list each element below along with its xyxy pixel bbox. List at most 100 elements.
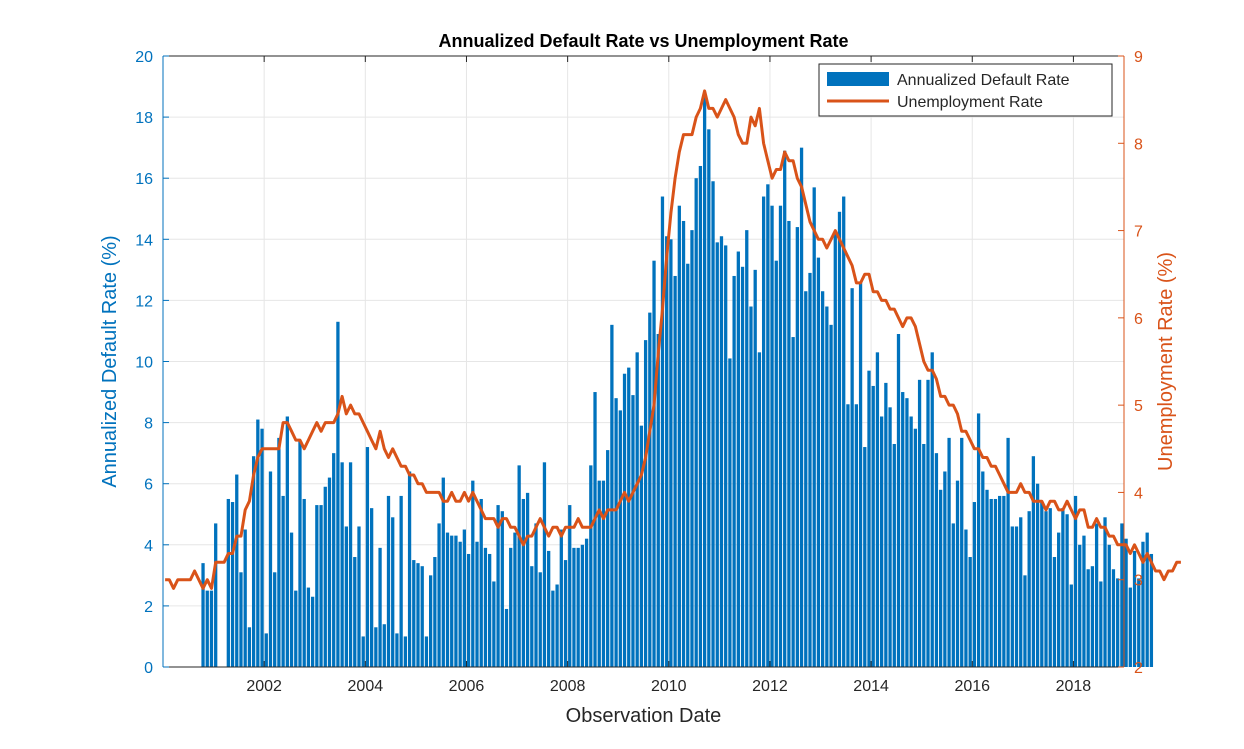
bar [660, 196, 665, 667]
bar [622, 373, 627, 667]
legend-bar-label: Annualized Default Rate [897, 72, 1070, 89]
y-axis-right-label: Unemployment Rate (%) [1155, 252, 1177, 471]
bar [690, 230, 694, 667]
bar [614, 398, 618, 667]
y-left-tick-label: 14 [135, 232, 153, 249]
bar [833, 233, 837, 667]
bar [1078, 544, 1082, 667]
bar [955, 480, 960, 667]
bar [332, 453, 336, 667]
bar [568, 505, 572, 667]
y-left-tick-label: 18 [135, 110, 153, 127]
bar [538, 572, 542, 667]
bar [901, 392, 905, 667]
bar [922, 443, 926, 667]
bar [593, 392, 597, 667]
bar [917, 379, 922, 667]
legend-line-label: Unemployment Rate [897, 94, 1043, 111]
bar [323, 486, 327, 667]
bar [681, 220, 686, 667]
bar [445, 532, 450, 667]
bar [770, 205, 774, 667]
bar [837, 211, 842, 667]
x-tick-label: 2014 [853, 678, 889, 695]
bar [315, 505, 319, 667]
bar [256, 419, 260, 667]
bar [879, 416, 884, 667]
bar-series-default-rate [163, 92, 1154, 668]
x-tick-label: 2008 [550, 678, 586, 695]
bar [584, 538, 589, 667]
y-left-tick-label: 16 [135, 171, 153, 188]
bar [964, 529, 968, 667]
bar [618, 410, 622, 667]
bar [1086, 569, 1090, 667]
bar [757, 352, 762, 667]
bar [761, 196, 766, 667]
bar [361, 636, 365, 667]
bar [1027, 511, 1031, 667]
bar [416, 563, 420, 667]
bar [310, 596, 315, 667]
bar [475, 541, 479, 667]
y-right-tick-label: 6 [1134, 311, 1143, 328]
bar [580, 544, 585, 667]
x-tick-label: 2006 [449, 678, 485, 695]
bar [753, 269, 757, 667]
bar [998, 495, 1002, 667]
bar [407, 471, 412, 667]
y-right-tick-label: 2 [1134, 660, 1143, 677]
bar [943, 471, 947, 667]
bar [745, 230, 749, 667]
bar [357, 526, 361, 667]
bar [1145, 532, 1149, 667]
axes: 2002 2004 2006 2008 2010 2012 2014 2016 20180246… [135, 49, 1143, 695]
bar [850, 288, 854, 667]
bar [698, 165, 703, 668]
bar [985, 489, 989, 667]
bar [686, 263, 690, 667]
bar [454, 535, 458, 667]
bar [875, 352, 880, 667]
bar [1057, 532, 1061, 667]
bar [1116, 578, 1120, 667]
bar [525, 492, 530, 667]
bar [492, 581, 496, 667]
bar [1137, 578, 1141, 667]
bar [302, 498, 306, 667]
bar [804, 291, 808, 667]
bar [277, 437, 281, 667]
bar [551, 590, 555, 667]
bar [294, 590, 298, 667]
bar [509, 547, 513, 667]
bar [268, 471, 273, 667]
bar [1073, 495, 1078, 667]
bar [1031, 456, 1036, 667]
bar [652, 260, 656, 667]
bar [905, 398, 909, 667]
bar [483, 547, 488, 667]
bar [724, 245, 728, 667]
bar [1048, 508, 1052, 667]
bar [479, 498, 483, 667]
bar [884, 382, 888, 667]
bar [1002, 495, 1006, 667]
bar [563, 560, 568, 667]
bar [627, 367, 631, 667]
bar [488, 553, 492, 667]
y-left-tick-label: 2 [144, 599, 153, 616]
bar [239, 572, 243, 667]
bar [391, 517, 395, 667]
bar [1141, 541, 1145, 667]
bar [466, 553, 471, 667]
y-left-tick-label: 6 [144, 477, 153, 494]
y-right-tick-label: 7 [1134, 224, 1143, 241]
bar [842, 196, 846, 667]
bar [635, 352, 639, 667]
bar [972, 502, 977, 667]
bar [559, 529, 563, 667]
bar [707, 129, 711, 667]
bar [816, 257, 821, 667]
bar [353, 557, 357, 667]
bar [960, 437, 964, 667]
